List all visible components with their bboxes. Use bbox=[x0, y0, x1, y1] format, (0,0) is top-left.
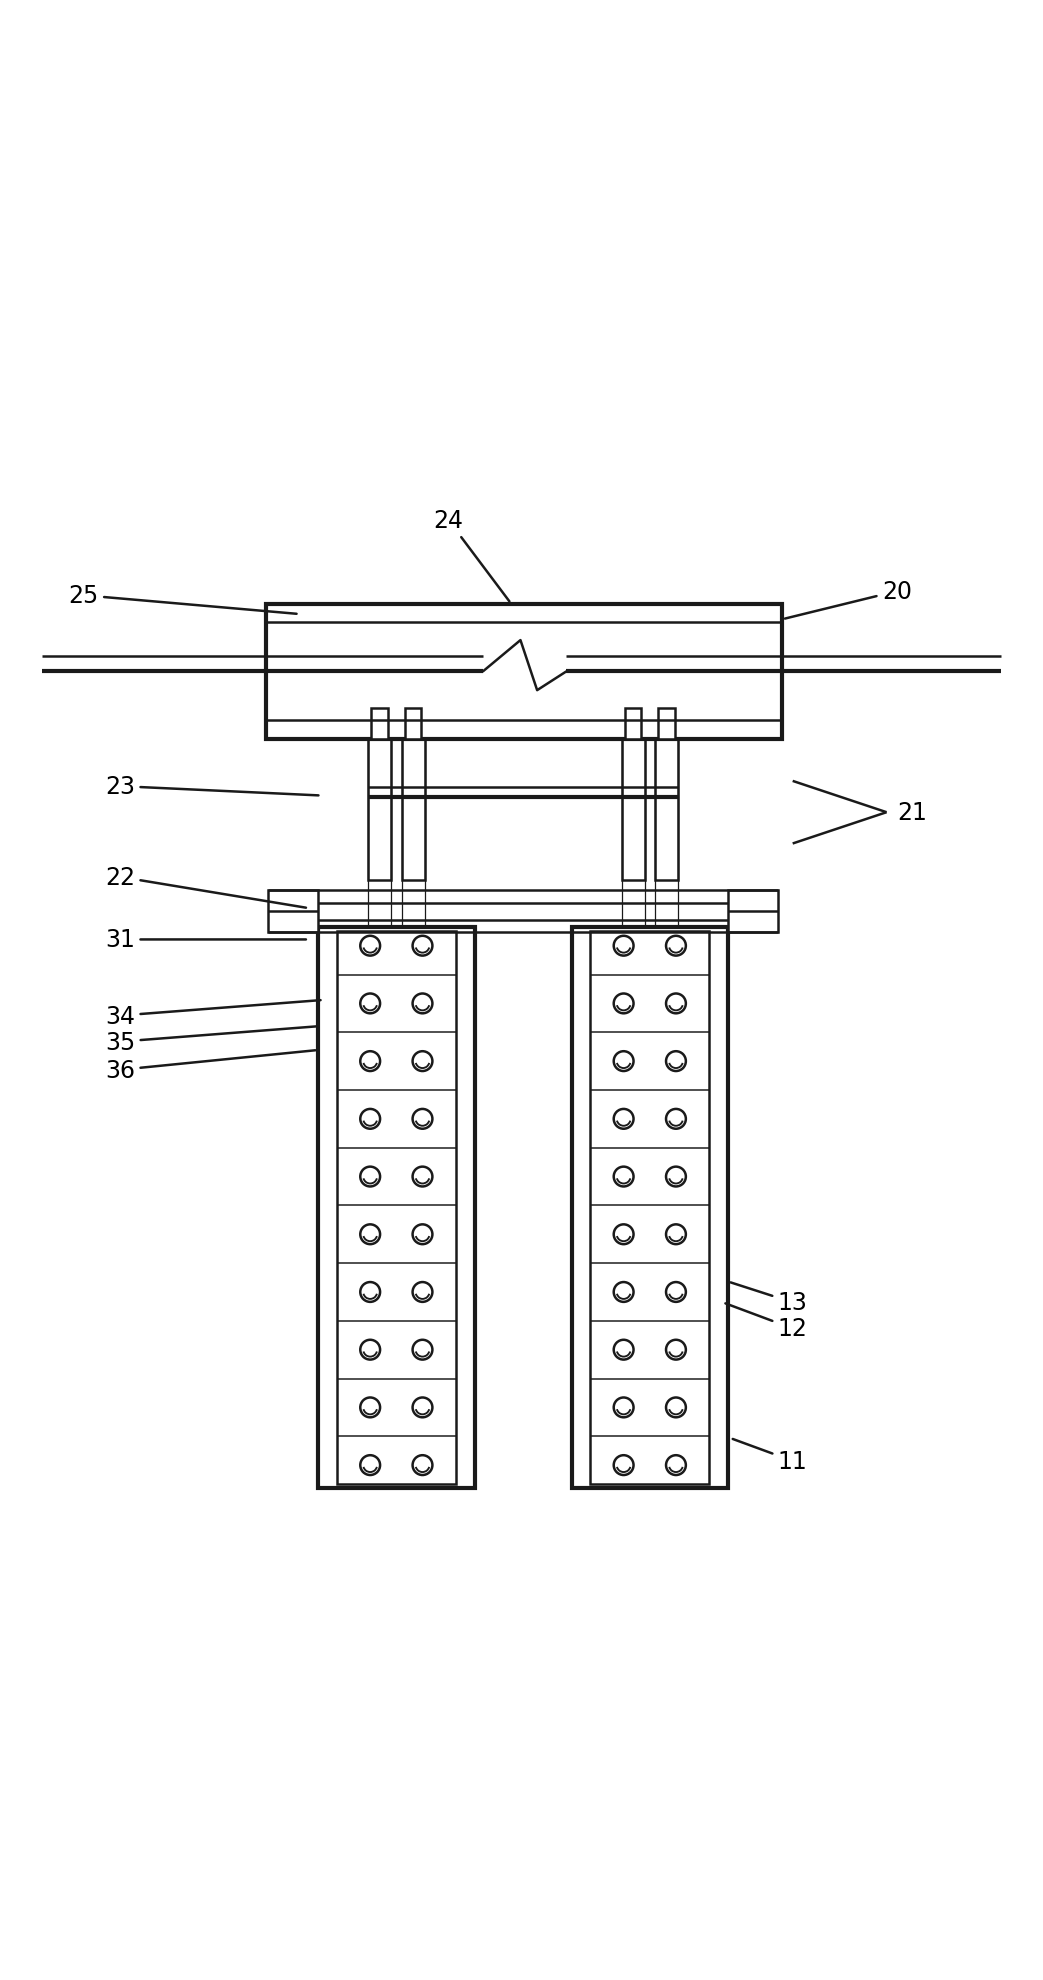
Bar bbox=[655, 741, 678, 927]
Bar bbox=[402, 741, 425, 881]
Bar bbox=[590, 933, 709, 1485]
Text: 21: 21 bbox=[897, 800, 927, 826]
Text: 13: 13 bbox=[731, 1283, 807, 1315]
Text: 12: 12 bbox=[725, 1303, 807, 1340]
Bar bbox=[368, 741, 391, 881]
Text: 34: 34 bbox=[105, 1000, 320, 1028]
Bar bbox=[268, 891, 318, 933]
Text: 23: 23 bbox=[105, 774, 318, 798]
Text: 36: 36 bbox=[105, 1051, 315, 1083]
Bar bbox=[655, 741, 678, 881]
Text: 11: 11 bbox=[732, 1439, 807, 1473]
Text: 24: 24 bbox=[434, 509, 509, 602]
Bar bbox=[572, 927, 728, 1489]
Bar bbox=[371, 709, 388, 741]
Bar bbox=[622, 741, 645, 927]
Bar bbox=[266, 604, 782, 741]
Bar bbox=[728, 891, 778, 933]
Text: 35: 35 bbox=[104, 1028, 318, 1053]
Text: 25: 25 bbox=[68, 584, 296, 614]
Text: 20: 20 bbox=[785, 580, 912, 620]
Bar bbox=[405, 709, 421, 741]
Bar bbox=[402, 741, 425, 927]
Text: 31: 31 bbox=[105, 929, 306, 952]
Bar bbox=[318, 927, 475, 1489]
Text: 22: 22 bbox=[105, 865, 306, 909]
Bar bbox=[622, 741, 645, 881]
Bar bbox=[658, 709, 675, 741]
Bar bbox=[337, 933, 456, 1485]
Bar bbox=[625, 709, 641, 741]
Bar bbox=[368, 741, 391, 927]
